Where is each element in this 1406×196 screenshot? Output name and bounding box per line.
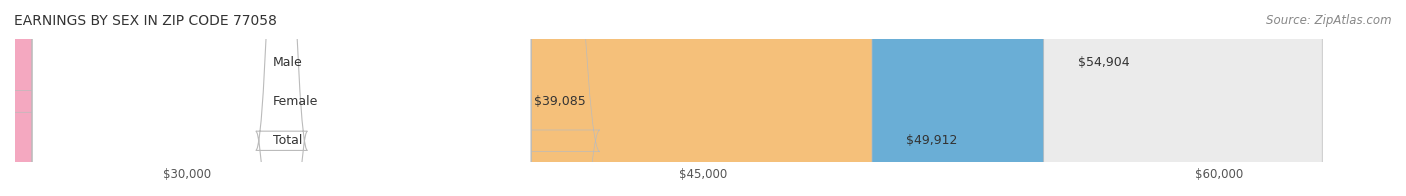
- FancyBboxPatch shape: [0, 0, 600, 196]
- Text: $49,912: $49,912: [907, 134, 957, 147]
- Text: Female: Female: [273, 95, 318, 108]
- FancyBboxPatch shape: [32, 0, 531, 196]
- Text: $54,904: $54,904: [1078, 56, 1130, 69]
- Text: Male: Male: [273, 56, 302, 69]
- Text: $39,085: $39,085: [534, 95, 586, 108]
- FancyBboxPatch shape: [84, 0, 872, 196]
- FancyBboxPatch shape: [32, 0, 531, 196]
- Text: Total: Total: [273, 134, 302, 147]
- Text: EARNINGS BY SEX IN ZIP CODE 77058: EARNINGS BY SEX IN ZIP CODE 77058: [14, 14, 277, 28]
- FancyBboxPatch shape: [84, 0, 1043, 196]
- FancyBboxPatch shape: [32, 0, 531, 196]
- FancyBboxPatch shape: [84, 0, 1322, 196]
- FancyBboxPatch shape: [84, 0, 1322, 196]
- FancyBboxPatch shape: [84, 0, 1322, 196]
- Text: Source: ZipAtlas.com: Source: ZipAtlas.com: [1267, 14, 1392, 27]
